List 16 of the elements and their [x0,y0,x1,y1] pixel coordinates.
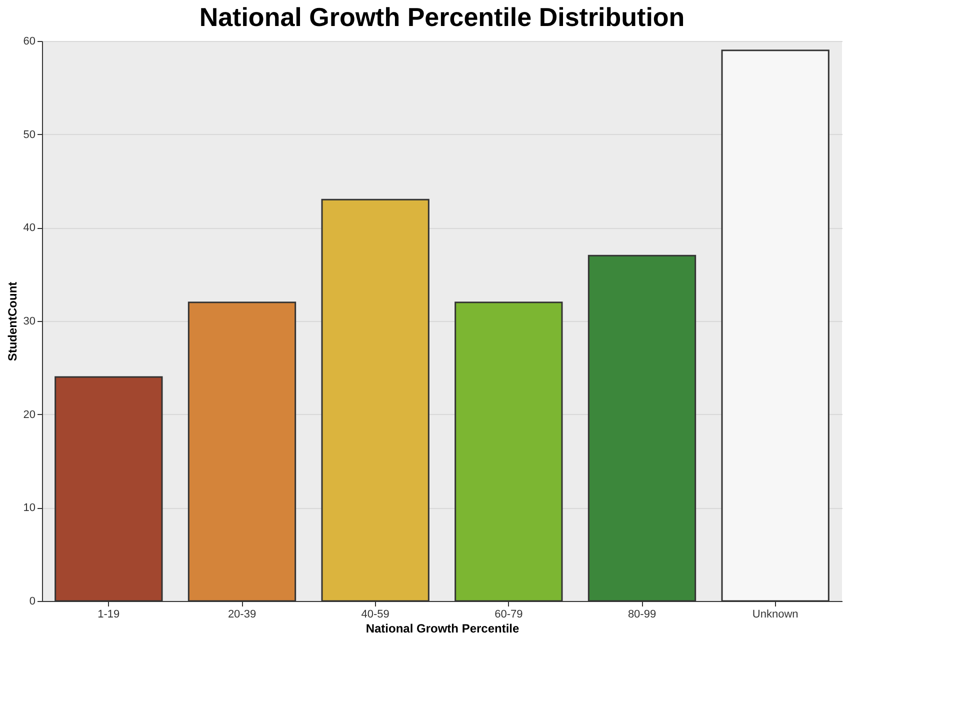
y-axis-title: StudentCount [5,282,20,362]
y-tick-label: 50 [23,128,36,141]
y-tick-label: 60 [23,36,36,48]
y-tick-label: 10 [23,502,36,514]
y-tick-label: 40 [23,222,36,234]
x-tick-label: 40-59 [361,608,390,620]
x-tick-label: 20-39 [228,608,256,620]
x-tick-label: 60-79 [494,608,523,620]
x-axis-title: National Growth Percentile [366,622,520,636]
x-tick-label: 80-99 [628,608,656,620]
y-tick-label: 0 [29,596,36,608]
chart-title: National Growth Percentile Distribution [199,2,685,32]
x-tick-label: Unknown [752,608,798,620]
y-tick-label: 30 [23,316,36,328]
x-tick-label: 1-19 [98,608,120,620]
y-tick-label: 20 [23,408,36,421]
